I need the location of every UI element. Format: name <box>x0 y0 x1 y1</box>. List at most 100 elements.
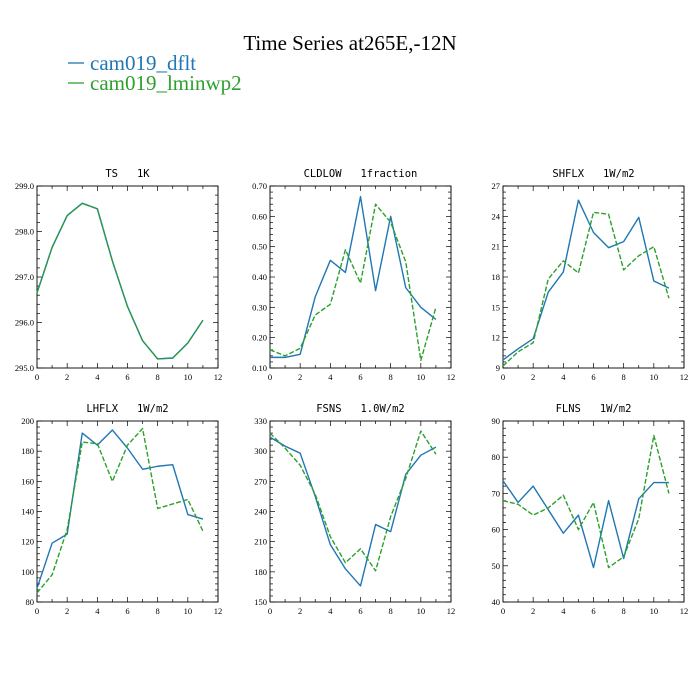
plot-frame <box>36 185 219 369</box>
y-tick-label: 21 <box>492 242 501 252</box>
x-tick-label: 10 <box>184 372 193 382</box>
legend: cam019_dflt cam019_lminwp2 <box>68 51 242 95</box>
y-tick-label: 299.0 <box>15 181 34 191</box>
x-tick-label: 12 <box>447 606 456 616</box>
x-tick-label: 8 <box>622 372 626 382</box>
series-line-dflt <box>36 429 204 589</box>
panel-title: CLDLOW 1fraction <box>304 168 418 180</box>
x-tick-label: 4 <box>95 606 100 616</box>
x-tick-label: 4 <box>561 372 566 382</box>
x-tick-label: 2 <box>65 606 69 616</box>
x-tick-label: 6 <box>591 372 595 382</box>
y-tick-label: 150 <box>254 597 267 607</box>
x-tick-label: 6 <box>358 372 362 382</box>
x-tick-label: 12 <box>447 372 456 382</box>
x-tick-label: 4 <box>95 372 100 382</box>
x-tick-label: 4 <box>328 606 333 616</box>
x-tick-label: 0 <box>35 606 39 616</box>
x-tick-label: 10 <box>184 606 193 616</box>
x-tick-label: 8 <box>622 606 626 616</box>
y-tick-label: 90 <box>492 416 501 426</box>
x-tick-label: 4 <box>561 606 566 616</box>
series-line-dflt <box>502 480 669 569</box>
series-line-dflt <box>270 195 437 359</box>
y-tick-label: 300 <box>254 446 267 456</box>
series-line-lminwp2 <box>269 203 437 362</box>
y-tick-label: 100 <box>21 567 34 577</box>
y-tick-label: 0.70 <box>252 181 267 191</box>
y-tick-label: 0.60 <box>252 211 267 221</box>
y-tick-label: 330 <box>254 416 267 426</box>
y-tick-label: 0.40 <box>252 272 267 282</box>
y-tick-label: 296.0 <box>15 318 34 328</box>
x-tick-label: 10 <box>417 606 426 616</box>
panel-title: FSNS 1.0W/m2 <box>316 403 405 415</box>
y-tick-label: 160 <box>21 476 34 486</box>
y-tick-label: 18 <box>492 272 501 282</box>
y-tick-label: 70 <box>492 488 501 498</box>
y-tick-label: 200 <box>21 416 34 426</box>
x-tick-label: 0 <box>268 372 272 382</box>
legend-label-lminwp2: cam019_lminwp2 <box>90 71 242 95</box>
panel-title: SHFLX 1W/m2 <box>552 168 634 180</box>
x-tick-label: 4 <box>328 372 333 382</box>
y-tick-label: 140 <box>21 507 34 517</box>
y-tick-label: 120 <box>21 537 34 547</box>
x-tick-label: 12 <box>214 606 223 616</box>
y-tick-label: 50 <box>492 561 501 571</box>
x-tick-label: 6 <box>591 606 595 616</box>
y-tick-label: 298.0 <box>15 227 34 237</box>
panel-title: LHFLX 1W/m2 <box>86 403 168 415</box>
x-tick-label: 12 <box>680 372 689 382</box>
legend-label-dflt: cam019_dflt <box>90 51 196 75</box>
series-line-lminwp2 <box>502 211 670 367</box>
panel-1: TS 1K 0 2 4 6 8 10 12 295.0 296.0 297.0 298.0 299.0 <box>15 168 222 382</box>
y-tick-label: 80 <box>492 452 501 462</box>
x-tick-label: 12 <box>214 372 223 382</box>
x-tick-label: 8 <box>156 372 160 382</box>
y-tick-label: 210 <box>254 537 267 547</box>
x-tick-label: 6 <box>125 606 129 616</box>
series-line-lminwp2 <box>269 430 437 572</box>
y-tick-label: 297.0 <box>15 272 34 282</box>
y-tick-label: 80 <box>26 597 35 607</box>
x-tick-label: 10 <box>650 606 659 616</box>
figure-title: Time Series at265E,-12N <box>243 31 456 55</box>
panel-title: FLNS 1W/m2 <box>556 403 632 415</box>
x-tick-label: 12 <box>680 606 689 616</box>
x-tick-label: 10 <box>417 372 426 382</box>
panel-title: TS 1K <box>105 168 150 180</box>
x-tick-label: 8 <box>389 372 393 382</box>
y-tick-label: 40 <box>492 597 501 607</box>
panels: TS 1K0 2 4 6 8 10 12295.0296.0297.0298.0299.0C… <box>15 168 688 616</box>
x-tick-label: 8 <box>389 606 393 616</box>
x-tick-label: 0 <box>501 606 505 616</box>
x-tick-label: 6 <box>125 372 129 382</box>
x-tick-label: 2 <box>531 372 535 382</box>
plot-frame <box>502 420 685 603</box>
y-tick-label: 0.20 <box>252 333 267 343</box>
y-tick-label: 9 <box>496 363 500 373</box>
y-tick-label: 24 <box>492 211 501 221</box>
x-tick-label: 2 <box>65 372 69 382</box>
x-tick-label: 8 <box>156 606 160 616</box>
series-line-lminwp2 <box>36 427 204 594</box>
x-tick-label: 0 <box>268 606 272 616</box>
y-tick-label: 240 <box>254 507 267 517</box>
x-tick-label: 10 <box>650 372 659 382</box>
y-tick-label: 295.0 <box>15 363 34 373</box>
panel-2: CLDLOW 1fraction 0 2 4 6 8 10 12 0.10 0.20 0.30 0.4… <box>252 168 455 382</box>
y-tick-label: 180 <box>254 567 267 577</box>
series-line-lminwp2 <box>502 434 670 569</box>
series-line-dflt <box>502 199 670 361</box>
y-tick-label: 0.30 <box>252 302 267 312</box>
x-tick-label: 0 <box>501 372 505 382</box>
y-tick-label: 0.50 <box>252 242 267 252</box>
panel-4: LHFLX 1W/m2 0 2 4 6 8 10 12 80 100 120 140 160 180 200 <box>21 403 222 616</box>
plot-frame <box>269 185 452 369</box>
y-tick-label: 0.10 <box>252 363 267 373</box>
y-tick-label: 270 <box>254 476 267 486</box>
series-line-lminwp2 <box>36 202 204 360</box>
